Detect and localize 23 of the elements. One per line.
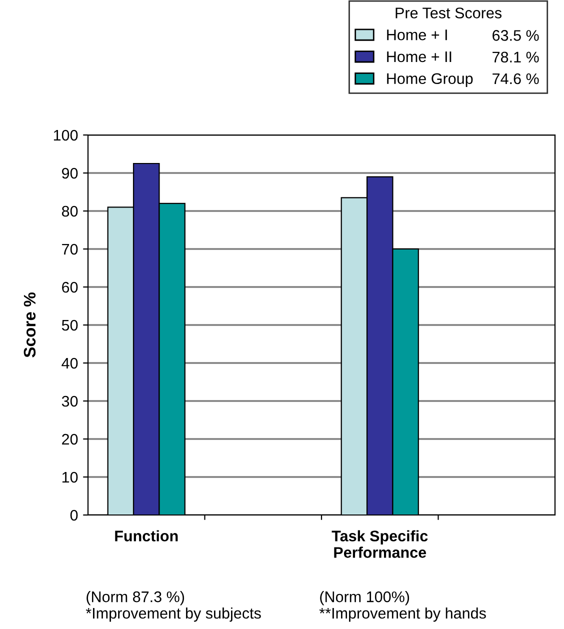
y-tick-label: 20 bbox=[62, 434, 78, 445]
y-tick-label: 0 bbox=[70, 510, 78, 521]
y-tick-label: 70 bbox=[62, 244, 78, 255]
y-axis-title: Score % bbox=[24, 292, 36, 358]
legend-label: Home + I bbox=[387, 30, 447, 40]
legend-label: Home Group bbox=[387, 73, 473, 88]
y-tick-label: 90 bbox=[62, 168, 78, 179]
y-tick-label: 10 bbox=[62, 472, 78, 483]
text: 74.6 % bbox=[492, 73, 539, 84]
text: (Norm 87.3 %) *Improvement by subjects bbox=[86, 591, 261, 622]
text: 63.5 % bbox=[492, 30, 539, 41]
text: 78.1 % bbox=[492, 52, 539, 63]
y-tick-label: 80 bbox=[62, 206, 78, 217]
y-tick-label: 30 bbox=[62, 396, 78, 407]
x-tick-label: Task Specific Performance bbox=[332, 530, 428, 558]
text: (Norm 100%) **Improvement by hands bbox=[319, 591, 486, 622]
y-tick-label: 40 bbox=[62, 358, 78, 369]
legend-label: Home + II bbox=[387, 51, 452, 62]
legend-title: Pre Test Scores bbox=[396, 8, 502, 18]
x-tick-label: Function bbox=[115, 530, 178, 542]
y-tick-label: 50 bbox=[62, 320, 78, 331]
y-tick-label: 60 bbox=[62, 282, 78, 293]
y-tick-label: 100 bbox=[54, 130, 78, 141]
